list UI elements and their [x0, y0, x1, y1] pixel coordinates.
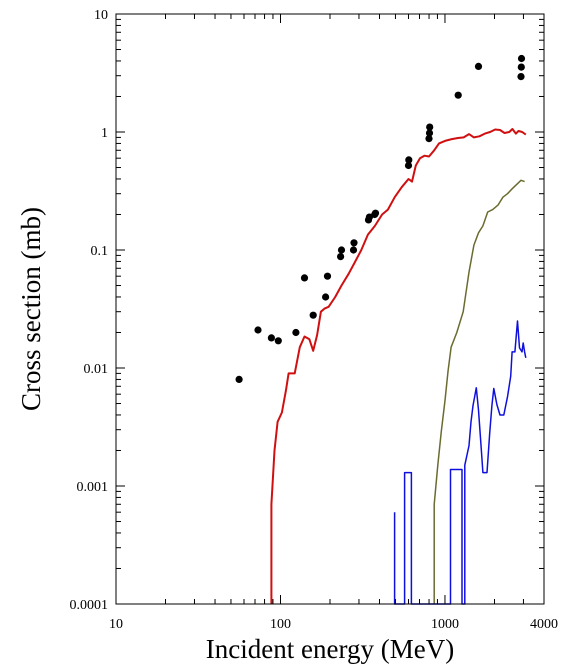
y-tick-label: 0.001	[77, 480, 109, 495]
series-layer	[235, 54, 527, 605]
data-point	[235, 375, 243, 383]
y-tick-label: 0.01	[84, 362, 109, 377]
x-tick-label: 1000	[431, 617, 459, 632]
series-1-line	[270, 128, 527, 604]
series-0-points	[235, 54, 526, 383]
data-point	[517, 63, 525, 71]
data-point	[474, 62, 483, 70]
y-tick-label: 10	[94, 8, 108, 23]
data-point	[371, 209, 380, 217]
x-axis-label: Incident energy (MeV)	[206, 634, 454, 664]
data-point	[322, 293, 330, 301]
data-point	[517, 54, 526, 63]
data-point	[323, 272, 332, 280]
x-tick-label: 10	[109, 617, 123, 632]
data-point	[405, 156, 413, 164]
data-point	[425, 129, 434, 137]
data-point	[300, 274, 309, 282]
data-point	[274, 337, 282, 345]
ticks-layer: 10 100 1000 4000 0.0001 0.001 0.01 0.1 1 10	[70, 8, 559, 632]
y-axis-label: Cross section (mb)	[16, 207, 46, 411]
data-point	[425, 135, 433, 143]
data-point	[349, 246, 358, 254]
data-point	[426, 123, 434, 131]
data-point	[337, 246, 346, 254]
y-tick-label: 0.0001	[70, 598, 109, 613]
series-2-line	[433, 179, 525, 604]
plot-frame	[115, 13, 545, 605]
data-point	[517, 73, 525, 81]
data-point	[254, 326, 262, 334]
series-3-line	[393, 320, 527, 605]
x-tick-label: 100	[270, 617, 291, 632]
y-tick-label: 0.1	[91, 244, 109, 259]
data-point	[292, 328, 300, 337]
data-point	[350, 239, 358, 247]
data-point	[454, 91, 462, 99]
x-tick-label: 4000	[530, 617, 558, 632]
data-point	[404, 161, 413, 170]
data-point	[337, 253, 345, 261]
data-point	[267, 334, 275, 342]
data-point	[309, 311, 317, 319]
y-tick-label: 1	[101, 126, 108, 141]
